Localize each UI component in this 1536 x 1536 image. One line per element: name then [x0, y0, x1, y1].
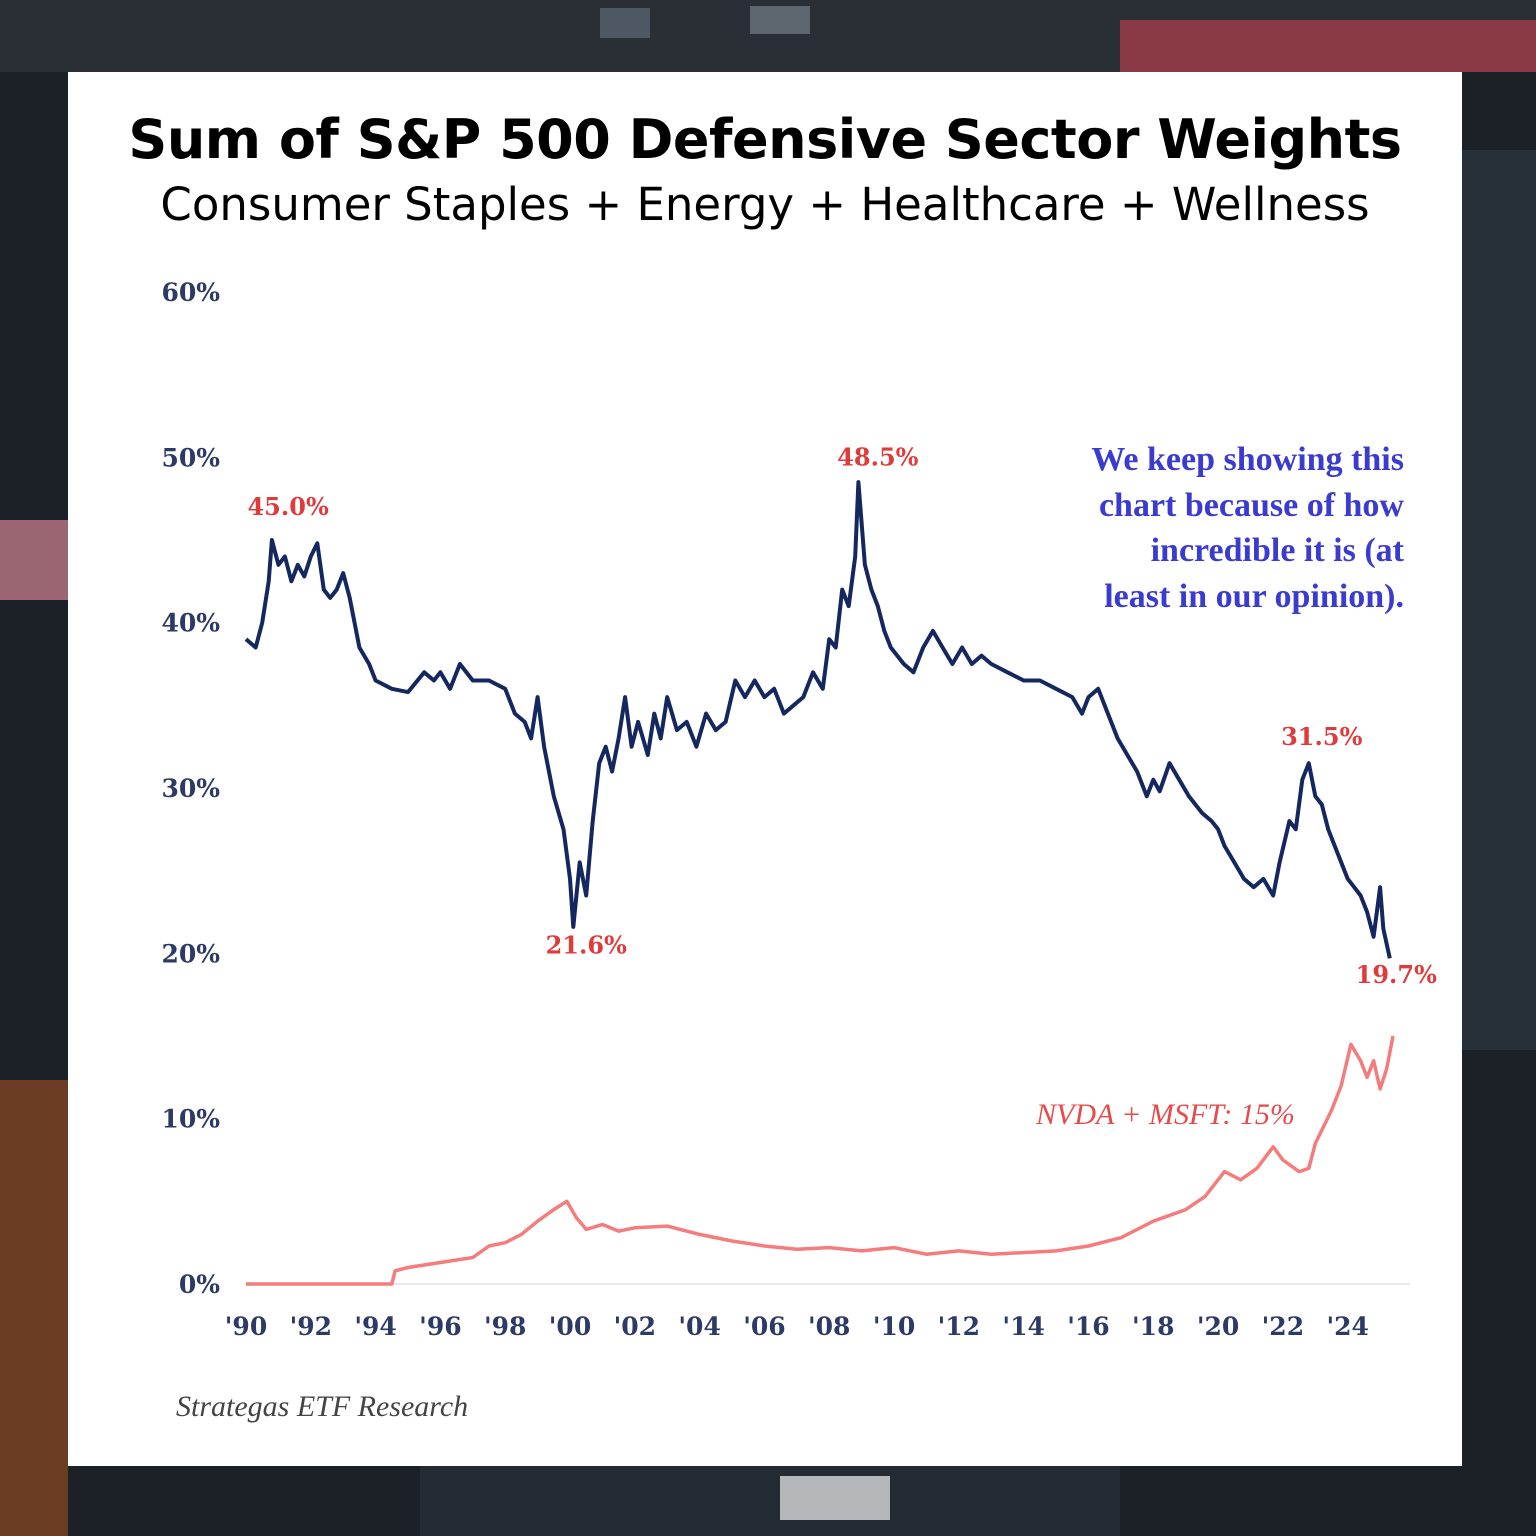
peak-value-label: 45.0% — [247, 492, 328, 521]
y-tick-label: 40% — [161, 609, 220, 638]
chart-subtitle: Consumer Staples + Energy + Healthcare +… — [160, 178, 1370, 231]
comment-line-4: least in our opinion). — [1104, 578, 1404, 615]
x-tick-label: '22 — [1262, 1312, 1304, 1341]
chart-plot: 0%10%20%30%40%50%60% '90'92'94'96'98'00 '… — [161, 278, 1437, 1423]
x-tick-label: '94 — [354, 1312, 396, 1341]
x-tick-label: '04 — [678, 1312, 720, 1341]
y-axis-ticks: 0% 10% 20% 30% 40% 50% 60% — [161, 278, 220, 1299]
source-label: Strategas ETF Research — [176, 1390, 468, 1423]
x-tick-label: '14 — [1002, 1312, 1044, 1341]
chart-title: Sum of S&P 500 Defensive Sector Weights — [128, 108, 1402, 171]
series-line-defensive — [244, 480, 1392, 959]
y-tick-label: 0% — [179, 1270, 220, 1299]
x-tick-label: '06 — [743, 1312, 785, 1341]
x-tick-label: '90 — [225, 1312, 267, 1341]
chart-card: Sum of S&P 500 Defensive Sector Weights … — [68, 72, 1462, 1466]
comment-line-1: We keep showing this — [1091, 441, 1404, 478]
peak-value-label: 21.6% — [546, 930, 627, 959]
x-axis-ticks: '90 '92 '94 '96 '98 '00 '02 '04 '06 '08 '10 '12 '14 '… — [225, 1312, 1369, 1341]
y-tick-label: 20% — [161, 939, 220, 968]
x-tick-label: '10 — [873, 1312, 915, 1341]
y-tick-label: 10% — [161, 1105, 220, 1134]
x-tick-label: '98 — [484, 1312, 526, 1341]
comment-line-2: chart because of how — [1099, 487, 1404, 524]
x-tick-label: '20 — [1197, 1312, 1239, 1341]
nvda-msft-label: NVDA + MSFT: 15% — [1035, 1098, 1295, 1131]
x-tick-label: '12 — [938, 1312, 980, 1341]
y-tick-label: 30% — [161, 774, 220, 803]
x-tick-label: '96 — [419, 1312, 461, 1341]
peak-value-label: 48.5% — [837, 443, 918, 472]
x-tick-label: '08 — [808, 1312, 850, 1341]
y-tick-label: 50% — [161, 443, 220, 472]
y-tick-label: 60% — [161, 278, 220, 307]
series-line-nvda-msft — [246, 1035, 1395, 1286]
x-tick-label: '16 — [1067, 1312, 1109, 1341]
x-tick-label: '02 — [614, 1312, 656, 1341]
x-tick-label: '24 — [1326, 1312, 1368, 1341]
peak-labels: 45.0% 21.6% 48.5% 31.5% 19.7% — [247, 443, 1437, 989]
x-tick-label: '00 — [549, 1312, 591, 1341]
comment-line-3: incredible it is (at — [1151, 532, 1405, 569]
x-tick-label: '92 — [290, 1312, 332, 1341]
peak-value-label: 31.5% — [1281, 722, 1362, 751]
peak-value-label: 19.7% — [1356, 960, 1437, 989]
x-tick-label: '18 — [1132, 1312, 1174, 1341]
